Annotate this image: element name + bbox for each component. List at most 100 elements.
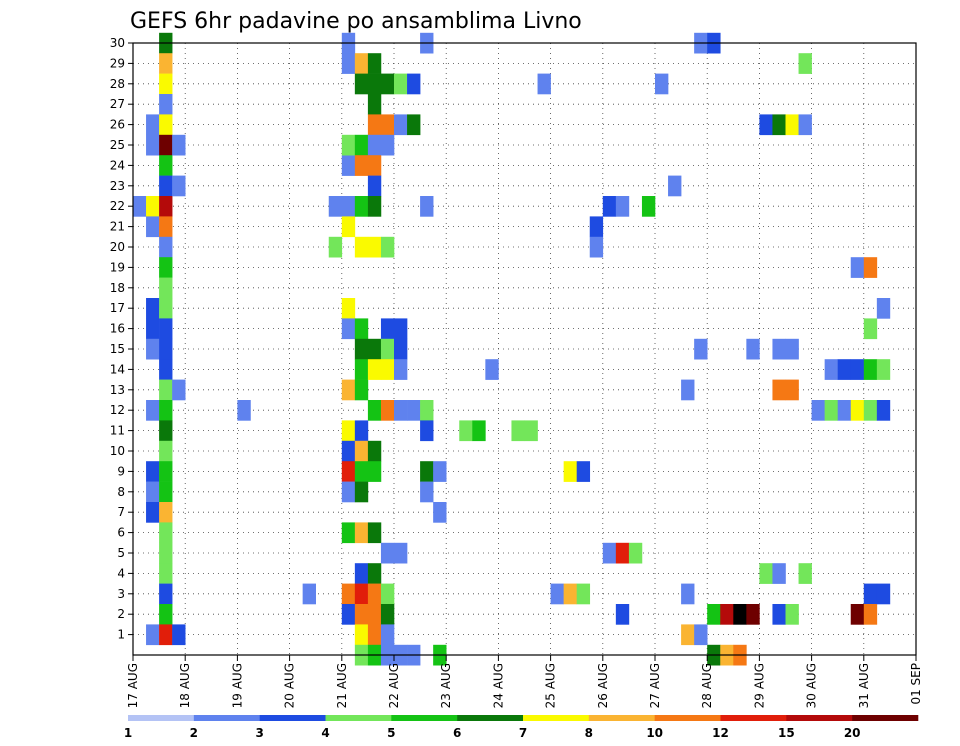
heatmap-cell [159,53,173,74]
heatmap-cell [172,134,186,156]
heatmap-cell [237,400,251,421]
heatmap-cell [367,359,382,380]
heatmap-cell [772,563,786,584]
heatmap-cell [341,155,356,176]
legend-level-label: 7 [519,726,527,740]
y-tick-label: 3 [117,587,125,601]
heatmap-cell [863,257,878,278]
heatmap-cell [146,338,160,360]
heatmap-cell [354,461,369,482]
heatmap-cell [367,338,382,360]
x-tick-label: 18 AUG [178,663,192,708]
heatmap-cell [159,94,173,115]
heatmap-cell [798,563,812,584]
heatmap-cell [837,400,852,421]
x-tick-label: 27 AUG [648,663,662,708]
legend-swatch [193,715,260,721]
heatmap-cell [824,359,838,380]
heatmap-cell [367,440,382,462]
heatmap-cell [341,440,356,462]
x-tick-label: 01 SEP [909,663,923,705]
y-tick-label: 13 [110,383,125,397]
heatmap-cell [328,196,343,217]
heatmap-cell [485,359,499,380]
legend-level-label: 2 [190,726,198,740]
heatmap-cell [146,481,160,503]
heatmap-cell [367,155,382,176]
heatmap-cell [367,53,382,74]
heatmap-cell [380,73,395,95]
heatmap-cell [146,624,160,646]
heatmap-cell [354,563,369,584]
heatmap-cell [380,400,395,421]
y-tick-label: 30 [110,36,125,50]
heatmap-cell [563,461,577,482]
heatmap-cell [367,175,382,197]
chart-title: GEFS 6hr padavine po ansamblima Livno [130,9,582,34]
heatmap-cell [354,379,369,401]
heatmap-cell [354,338,369,360]
heatmap-cell [159,155,173,176]
heatmap-cell [172,175,186,197]
heatmap-cell [785,114,799,136]
legend-level-label: 6 [453,726,461,740]
heatmap-cell [354,196,369,217]
legend-swatch [325,715,392,721]
heatmap-cell [394,359,408,380]
y-tick-label: 5 [117,546,125,560]
heatmap-cell [759,563,773,584]
heatmap-cell [824,400,838,421]
heatmap-cell [746,338,760,360]
legend-level-label: 15 [778,726,795,740]
heatmap-cell [159,481,173,503]
heatmap-cell [354,440,369,462]
x-tick-label: 24 AUG [491,663,505,708]
heatmap-cell [876,583,891,605]
x-tick-label: 20 AUG [283,663,297,708]
legend-level-label: 5 [387,726,395,740]
heatmap-cell [433,502,447,523]
y-tick-label: 23 [110,179,125,193]
heatmap-cell [681,583,695,605]
heatmap-cell [159,236,173,258]
heatmap-cell [615,196,630,217]
heatmap-cell [159,440,173,462]
heatmap-cell [367,114,382,136]
heatmap-cell [863,318,878,340]
heatmap-cell [694,624,708,646]
heatmap-cell [159,583,173,605]
y-tick-label: 8 [117,485,125,499]
heatmap-cell [367,624,382,646]
legend-swatch [720,715,787,721]
heatmap-cell [380,236,395,258]
y-tick-label: 28 [110,77,125,91]
heatmap-cell [159,277,173,299]
y-tick-label: 4 [117,566,125,580]
heatmap-cell [380,318,395,340]
heatmap-cell [380,359,395,380]
y-tick-label: 26 [110,118,125,132]
legend-swatch [523,715,590,721]
heatmap-cell [159,400,173,421]
heatmap-cell [602,196,617,217]
heatmap-cell [380,134,395,156]
x-tick-label: 31 AUG [857,663,871,708]
heatmap-cell [146,134,160,156]
heatmap-cell [159,563,173,584]
heatmap-cell [354,236,369,258]
heatmap-cell [380,114,395,136]
heatmap-cell [602,542,617,564]
heatmap-cell [420,420,434,442]
heatmap-cell [159,73,173,95]
legend-level-label: 3 [255,726,263,740]
legend-swatch [852,715,919,721]
heatmap-cell [694,338,708,360]
heatmap-cell [733,604,747,625]
heatmap-cell [159,318,173,340]
x-tick-label: 30 AUG [805,663,819,708]
x-tick-label: 23 AUG [439,663,453,708]
legend-level-label: 8 [585,726,593,740]
heatmap-cell [681,379,695,401]
heatmap-cell [133,196,147,217]
heatmap-cell [772,379,786,401]
